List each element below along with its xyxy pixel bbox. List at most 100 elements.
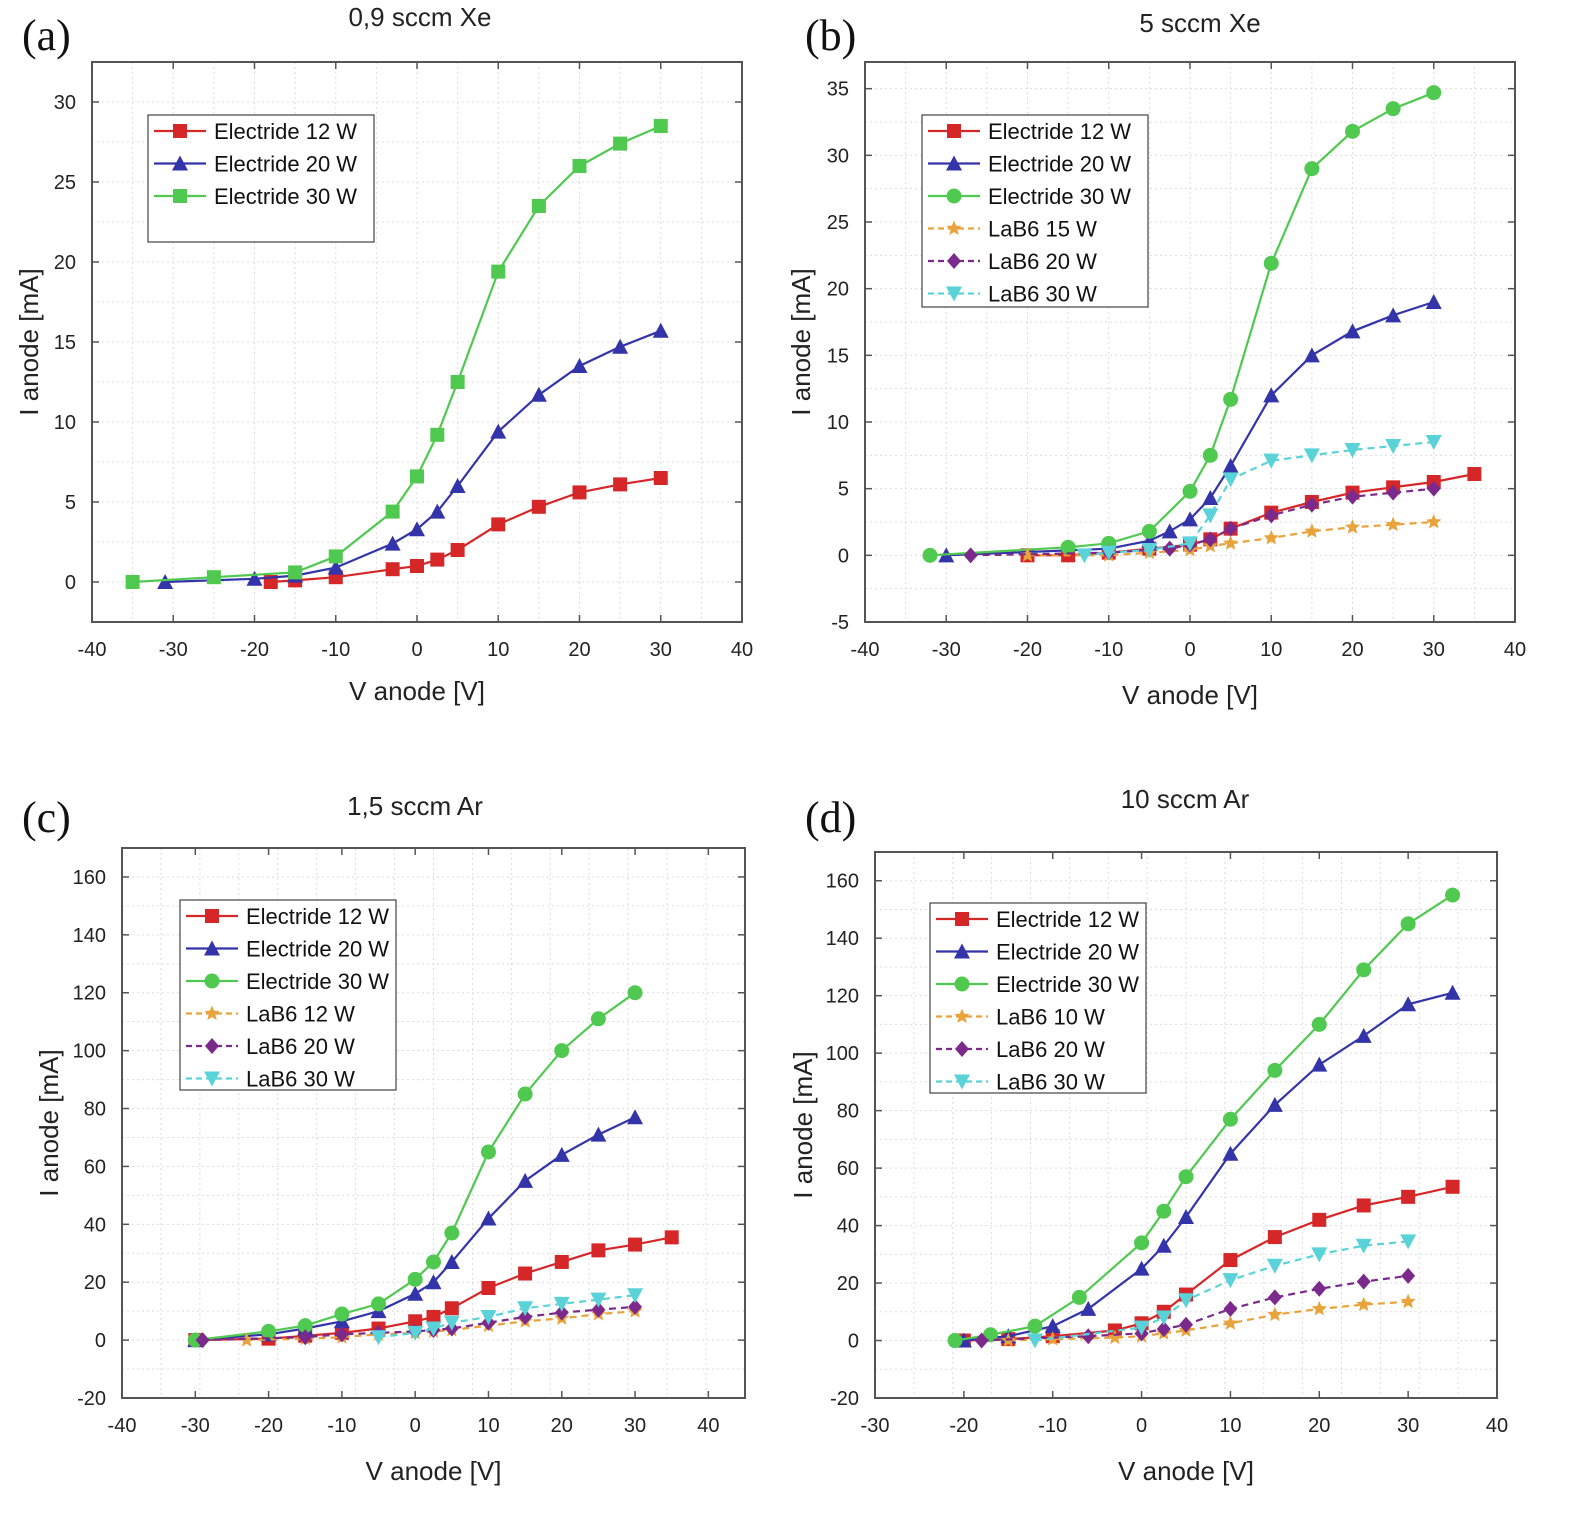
legend-item: Electride 30 W <box>936 972 1139 997</box>
y-tick-label: 140 <box>73 925 106 947</box>
x-tick-label: 30 <box>650 639 672 661</box>
data-point <box>1155 1310 1172 1326</box>
x-tick-label: 40 <box>697 1415 719 1437</box>
legend-item: Electride 12 W <box>928 119 1131 144</box>
legend-item: LaB6 30 W <box>928 282 1097 307</box>
series-electride-20-w <box>955 984 1461 1348</box>
x-axis-label: V anode [V] <box>1118 1456 1254 1486</box>
panel-letter: (a) <box>22 11 71 60</box>
data-point <box>653 471 668 485</box>
data-point <box>554 1043 570 1059</box>
chart-title: 0,9 sccm Xe <box>348 2 491 32</box>
x-tick-label: 30 <box>1397 1415 1419 1437</box>
legend-marker <box>947 124 961 138</box>
data-point <box>517 1172 534 1188</box>
grid <box>865 62 1515 622</box>
data-point <box>1356 1296 1372 1312</box>
data-point <box>1425 435 1442 450</box>
x-tick-label: 10 <box>1219 1415 1241 1437</box>
legend-item: Electride 20 W <box>154 152 357 177</box>
data-point <box>1044 1318 1061 1334</box>
y-tick-label: 120 <box>826 986 859 1008</box>
series-line <box>946 300 1435 557</box>
series-line <box>165 329 662 584</box>
x-tick-label: 0 <box>1136 1415 1147 1437</box>
data-point <box>613 136 628 151</box>
data-point <box>261 1323 277 1339</box>
data-point <box>591 1301 606 1318</box>
data-point <box>1303 448 1320 464</box>
x-tick-label: 10 <box>477 1415 499 1437</box>
data-point <box>518 1266 533 1281</box>
data-point <box>1019 547 1036 562</box>
data-point <box>1222 1111 1238 1127</box>
data-point <box>481 1281 496 1295</box>
legend-label: LaB6 30 W <box>246 1067 355 1092</box>
data-point <box>490 423 507 439</box>
series-lab6-10-w <box>1000 1293 1416 1347</box>
data-point <box>1344 323 1361 339</box>
data-point <box>1223 535 1239 550</box>
data-point <box>652 322 669 338</box>
data-point <box>1385 307 1402 323</box>
y-tick-label: 0 <box>838 545 849 567</box>
chart-title: 1,5 sccm Ar <box>347 791 483 821</box>
data-point <box>1312 1280 1327 1297</box>
data-point <box>1425 294 1442 309</box>
data-point <box>1222 458 1239 473</box>
data-point <box>531 499 546 514</box>
data-point <box>1385 101 1401 117</box>
x-tick-label: 0 <box>411 639 422 661</box>
y-axis-label: I anode [mA] <box>786 268 816 415</box>
legend-item: LaB6 15 W <box>928 217 1097 242</box>
legend-marker <box>204 1071 220 1087</box>
y-tick-label: 20 <box>84 1272 106 1294</box>
data-point <box>517 1301 534 1317</box>
legend-label: LaB6 30 W <box>988 282 1097 307</box>
plot-frame <box>874 851 1498 1399</box>
legend-item: LaB6 20 W <box>928 249 1097 274</box>
x-tick-label: 0 <box>1184 639 1195 661</box>
series-line <box>1008 1300 1409 1342</box>
data-point <box>1345 123 1360 139</box>
y-tick-label: 80 <box>84 1099 106 1121</box>
legend-marker <box>204 940 220 956</box>
y-tick-label: 60 <box>837 1158 859 1180</box>
data-point <box>1467 467 1482 481</box>
data-point <box>385 504 400 519</box>
x-tick-label: 20 <box>568 639 590 661</box>
y-tick-label: 20 <box>54 252 76 274</box>
y-tick-label: 40 <box>84 1214 106 1236</box>
data-point <box>1312 1212 1327 1227</box>
legend: Electride 12 W Electride 20 W Electride 30… <box>179 899 397 1092</box>
x-tick-label: 20 <box>551 1415 573 1437</box>
series-electride-12-w <box>263 471 668 589</box>
data-point <box>384 535 401 551</box>
chart-panel-c: (c) 1,5 sccm Ar -40 -30 -20 -10 0 10 20 30 40 -20 0 2… <box>22 791 746 1486</box>
data-point <box>1344 519 1361 534</box>
data-point <box>206 570 221 585</box>
grid <box>875 852 1497 1398</box>
series-line <box>246 1310 636 1342</box>
y-tick-label: 5 <box>838 479 849 501</box>
series-line <box>1034 1240 1409 1342</box>
y-axis-label: I anode [mA] <box>14 268 44 415</box>
data-point <box>1304 496 1319 513</box>
data-point <box>613 477 628 492</box>
data-point <box>628 1237 643 1252</box>
data-point <box>1133 1320 1150 1336</box>
data-point <box>125 575 140 589</box>
legend-marker <box>954 1074 970 1090</box>
x-axis-label: V anode [V] <box>366 1456 502 1486</box>
legend-marker <box>955 912 969 926</box>
panel-letter: (b) <box>805 11 856 60</box>
data-point <box>1401 1267 1416 1284</box>
legend-label: Electride 20 W <box>996 940 1139 965</box>
data-point <box>1355 1027 1372 1043</box>
data-point <box>334 1306 350 1322</box>
data-point <box>480 1210 497 1226</box>
data-point <box>963 547 978 564</box>
y-tick-label: 160 <box>826 871 859 893</box>
data-point <box>1263 453 1280 469</box>
legend-item: LaB6 30 W <box>936 1070 1105 1095</box>
